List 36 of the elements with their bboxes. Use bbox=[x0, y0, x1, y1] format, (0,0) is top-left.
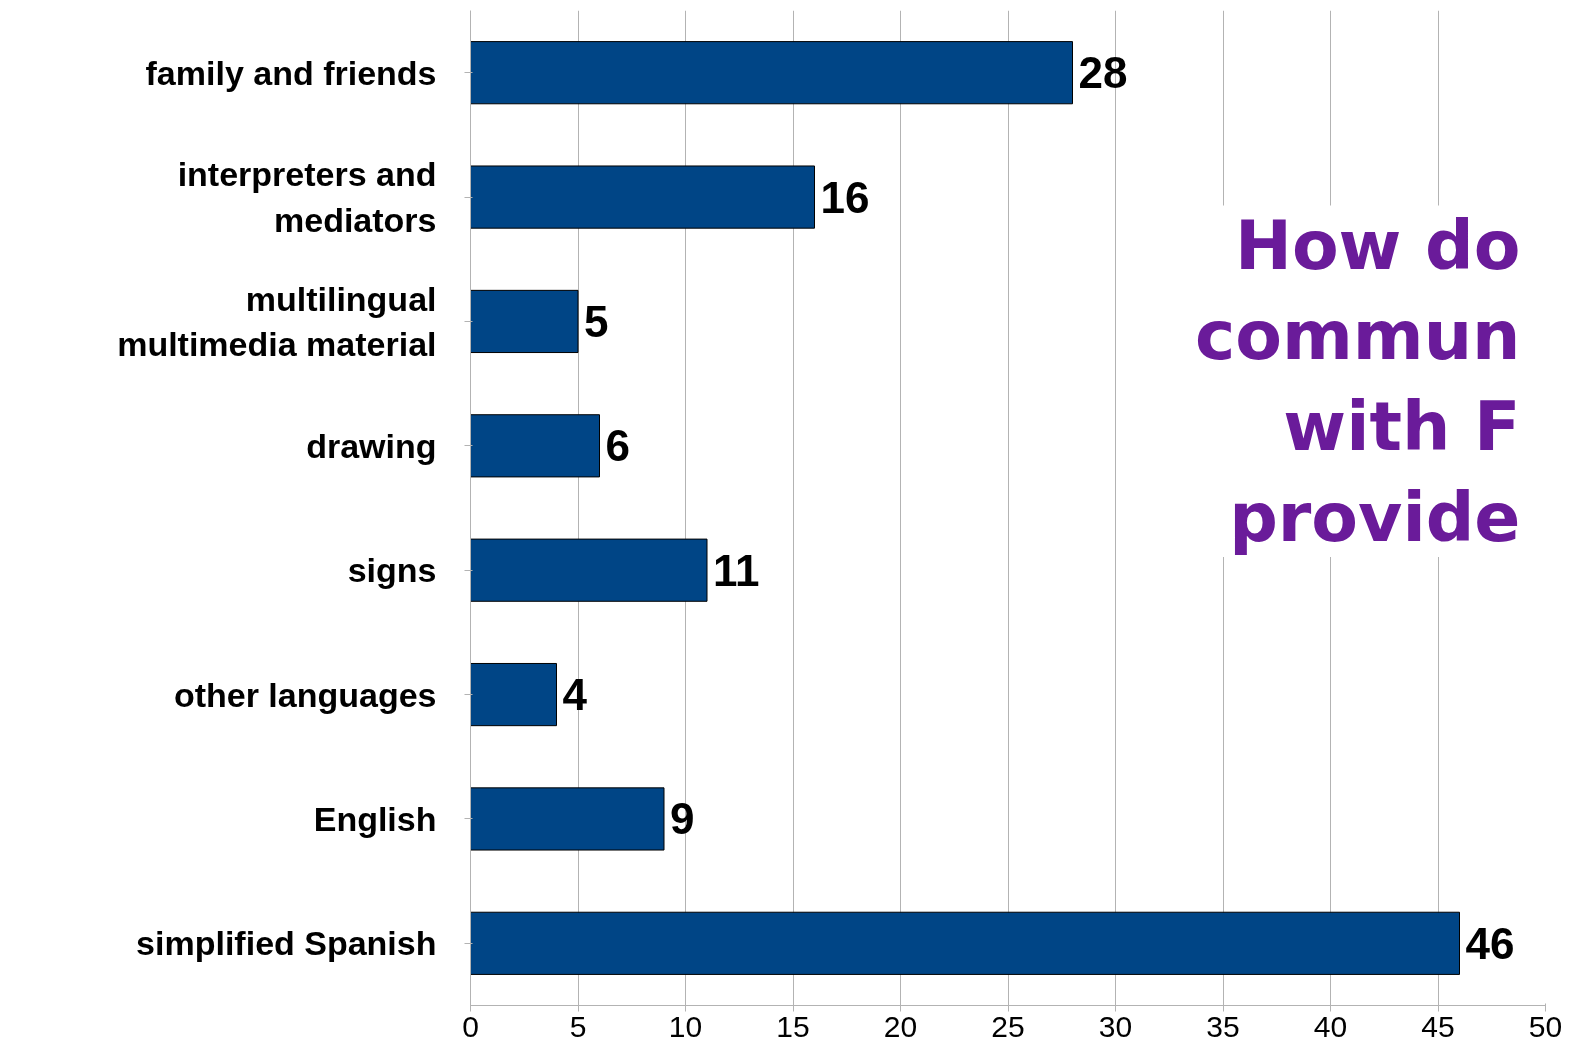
y-tick-label: interpreters and mediators bbox=[177, 155, 437, 239]
bar bbox=[470, 414, 600, 478]
bar bbox=[470, 165, 815, 229]
x-tick-label: 30 bbox=[1098, 1009, 1133, 1043]
x-tick-label: 0 bbox=[462, 1009, 479, 1043]
bar bbox=[470, 787, 665, 851]
x-tick-label: 20 bbox=[883, 1009, 918, 1043]
data-label: 9 bbox=[670, 794, 695, 844]
data-label: 28 bbox=[1078, 48, 1128, 98]
x-tick-label: 50 bbox=[1528, 1009, 1563, 1043]
y-tick-label: other languages bbox=[173, 675, 437, 714]
y-tick-label: family and friends bbox=[145, 53, 437, 92]
x-tick-label: 5 bbox=[569, 1009, 587, 1043]
y-tick-label: multilingual multimedia material bbox=[117, 279, 437, 364]
bar bbox=[470, 911, 1460, 975]
bar bbox=[470, 289, 579, 354]
data-label: 16 bbox=[820, 172, 870, 222]
annotation: How do commun with F provide bbox=[1194, 205, 1521, 558]
x-tick-label: 15 bbox=[776, 1009, 810, 1043]
x-tick-label: 35 bbox=[1206, 1009, 1240, 1043]
x-tick-label: 45 bbox=[1421, 1009, 1455, 1043]
y-tick-label: simplified Spanish bbox=[136, 924, 437, 963]
x-tick-label: 25 bbox=[991, 1009, 1025, 1043]
data-label: 4 bbox=[562, 670, 588, 720]
data-label: 46 bbox=[1465, 918, 1515, 968]
data-label: 5 bbox=[584, 296, 609, 346]
bar bbox=[470, 662, 557, 727]
y-tick-label: drawing bbox=[306, 426, 437, 465]
bar bbox=[470, 41, 1073, 105]
y-tick-label: English bbox=[313, 799, 437, 838]
data-label: 11 bbox=[713, 545, 760, 595]
data-label: 6 bbox=[605, 421, 630, 471]
y-tick-label: signs bbox=[347, 551, 437, 590]
x-tick-label: 10 bbox=[668, 1009, 703, 1043]
bar bbox=[470, 538, 708, 602]
x-tick-label: 40 bbox=[1313, 1009, 1348, 1043]
